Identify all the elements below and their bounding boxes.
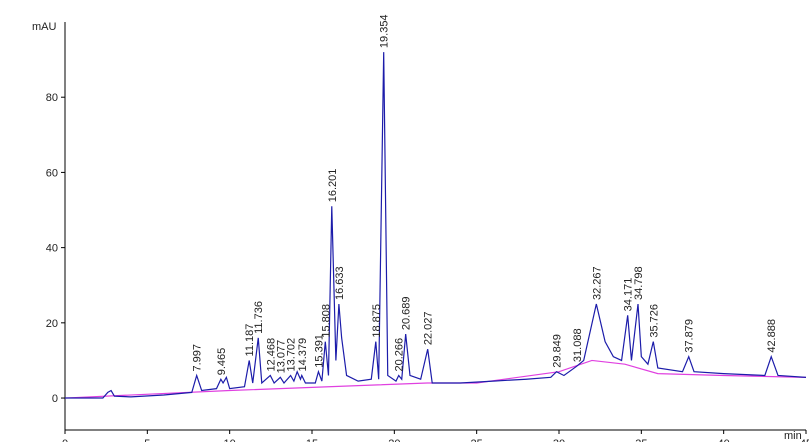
peak-label: 37.879 [684, 319, 696, 353]
peak-label: 35.726 [648, 304, 660, 338]
peak-label: 16.201 [327, 169, 339, 203]
y-tick-label: 40 [46, 243, 58, 255]
peak-label: 14.379 [297, 338, 309, 372]
peak-label: 20.266 [394, 338, 406, 372]
peak-label: 18.875 [371, 304, 383, 338]
peak-label: 20.689 [401, 296, 413, 330]
peak-label: 42.888 [766, 319, 778, 353]
trace [64, 359, 807, 399]
peak-label: 32.267 [591, 266, 603, 300]
peak-label: 16.633 [334, 266, 346, 300]
peak-label: 11.187 [244, 324, 256, 357]
x-tick-label: 15 [306, 438, 318, 442]
x-tick-label: 20 [388, 438, 400, 442]
peak-label: 9.465 [216, 348, 228, 376]
peak-label: 19.354 [379, 14, 391, 48]
peak-label: 31.088 [572, 328, 584, 362]
peak-label: 34.171 [623, 278, 635, 312]
trace [65, 52, 807, 399]
peak-label: 15.391 [313, 334, 325, 368]
peak-label: 13.077 [275, 340, 287, 374]
y-tick-label: 0 [52, 393, 58, 405]
x-axis-label: min [784, 430, 802, 442]
x-tick-label: 35 [635, 438, 647, 442]
peak-label: 7.997 [192, 344, 204, 372]
peak-label: 13.702 [286, 338, 298, 372]
x-tick-label: 40 [718, 438, 730, 442]
x-tick-label: 45 [800, 438, 809, 442]
y-tick-label: 80 [46, 92, 58, 104]
peak-label: 22.027 [423, 311, 435, 345]
peak-label: 29.849 [552, 334, 564, 368]
peak-label: 15.808 [320, 304, 332, 338]
peak-label: 11.736 [253, 301, 265, 334]
x-tick-label: 5 [144, 438, 150, 442]
peak-label: 34.798 [633, 266, 645, 300]
x-tick-label: 10 [224, 438, 236, 442]
y-tick-label: 60 [46, 167, 58, 179]
x-tick-label: 0 [62, 438, 68, 442]
peak-label: 12.468 [265, 338, 277, 372]
x-tick-label: 30 [553, 438, 565, 442]
y-axis-label: mAU [32, 21, 57, 33]
x-tick-label: 25 [471, 438, 483, 442]
y-tick-label: 20 [46, 318, 58, 330]
